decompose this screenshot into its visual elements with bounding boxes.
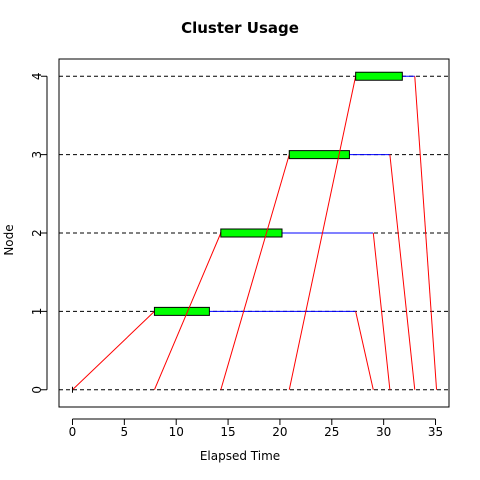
compute-bar-node-1 [154, 307, 209, 315]
return-line-node-3 [390, 155, 415, 390]
x-tick-label: 0 [69, 425, 77, 439]
send-line-node-1 [72, 311, 154, 389]
return-line-node-1 [356, 311, 374, 389]
x-tick-label: 25 [324, 425, 339, 439]
x-tick-label: 20 [272, 425, 287, 439]
compute-bar-node-2 [221, 229, 282, 237]
x-tick-label: 35 [428, 425, 443, 439]
x-tick-label: 15 [220, 425, 235, 439]
y-tick-label: 0 [30, 386, 44, 394]
x-tick-label: 30 [376, 425, 391, 439]
y-tick-label: 3 [30, 151, 44, 159]
x-tick-label: 5 [121, 425, 129, 439]
y-tick-label: 1 [30, 308, 44, 316]
x-tick-label: 10 [169, 425, 184, 439]
y-tick-label: 4 [30, 72, 44, 80]
y-tick-label: 2 [30, 229, 44, 237]
compute-bar-node-3 [289, 151, 349, 159]
compute-bar-node-4 [356, 72, 403, 80]
send-line-node-3 [221, 155, 289, 390]
